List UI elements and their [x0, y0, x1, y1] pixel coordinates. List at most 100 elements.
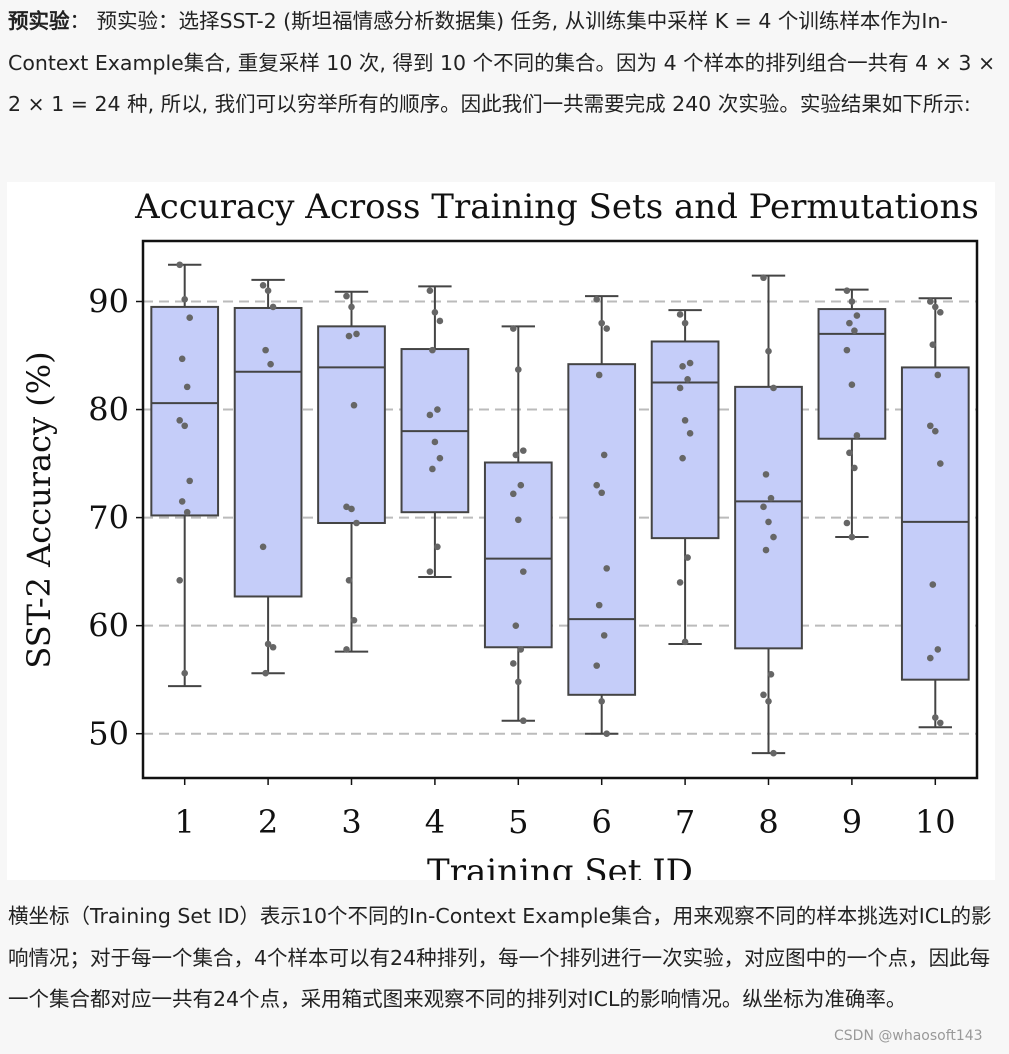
- data-point: [178, 498, 186, 505]
- data-point: [770, 749, 777, 757]
- data-point: [681, 638, 689, 646]
- data-point: [178, 355, 186, 363]
- data-point: [181, 296, 188, 303]
- data-point: [431, 438, 439, 446]
- x-tick-label: 3: [341, 803, 361, 841]
- data-point: [515, 366, 522, 373]
- data-point: [853, 432, 861, 439]
- data-point: [843, 519, 851, 527]
- data-point: [843, 287, 851, 295]
- data-point: [681, 319, 689, 327]
- data-point: [686, 359, 694, 367]
- watermark: CSDN @whaosoft143: [834, 1028, 983, 1044]
- data-point: [843, 346, 851, 354]
- data-point: [264, 640, 272, 648]
- data-point: [927, 422, 934, 430]
- data-point: [343, 646, 350, 653]
- box: [900, 366, 970, 681]
- x-tick-label: 2: [258, 803, 278, 841]
- data-point: [510, 660, 517, 667]
- data-point: [436, 454, 444, 462]
- data-point: [848, 298, 856, 305]
- data-point: [848, 533, 856, 541]
- data-point: [765, 697, 772, 705]
- data-point: [679, 363, 686, 370]
- data-point: [431, 309, 439, 316]
- data-point: [681, 417, 689, 424]
- data-point: [176, 576, 183, 584]
- data-point: [353, 519, 360, 527]
- data-point: [520, 447, 527, 454]
- data-point: [937, 309, 944, 316]
- box: [317, 325, 386, 525]
- data-point: [767, 494, 775, 502]
- data-point: [515, 516, 522, 524]
- x-tick-label: 1: [175, 803, 195, 841]
- data-point: [932, 714, 939, 721]
- intro-paragraph: 预实验： 预实验：选择SST-2 (斯坦福情感分析数据集) 任务, 从训练集中采…: [8, 1, 1000, 126]
- y-tick-label: 90: [88, 283, 129, 321]
- box: [734, 385, 803, 650]
- y-axis-label: SST-2 Accuracy (%): [20, 351, 58, 668]
- data-point: [181, 669, 188, 677]
- data-point: [600, 632, 608, 639]
- data-point: [183, 508, 191, 516]
- data-point: [434, 406, 441, 413]
- y-tick-label: 70: [88, 499, 129, 537]
- x-tick-label: 5: [508, 803, 528, 841]
- x-tick-label: 6: [592, 803, 612, 841]
- data-point: [934, 371, 942, 379]
- data-point: [937, 460, 944, 467]
- data-point: [515, 678, 522, 686]
- box: [817, 308, 887, 440]
- data-point: [269, 303, 277, 311]
- data-point: [343, 503, 350, 511]
- chart-title: Accuracy Across Training Sets and Permut…: [134, 187, 979, 227]
- data-point: [510, 490, 517, 498]
- data-point: [345, 576, 353, 584]
- data-point: [429, 346, 436, 354]
- x-tick-label: 9: [842, 803, 862, 841]
- data-point: [343, 292, 350, 300]
- x-tick-label: 8: [758, 803, 778, 841]
- data-point: [932, 303, 939, 311]
- data-point: [760, 503, 767, 511]
- data-point: [760, 274, 767, 282]
- data-point: [259, 281, 267, 289]
- data-point: [686, 430, 694, 437]
- data-point: [851, 327, 858, 334]
- data-point: [262, 346, 269, 354]
- chart: Accuracy Across Training Sets and Permut…: [7, 182, 995, 880]
- data-point: [176, 261, 183, 269]
- data-point: [846, 319, 853, 327]
- data-point: [762, 546, 770, 554]
- box: [483, 461, 553, 649]
- data-point: [269, 643, 277, 651]
- data-point: [520, 717, 527, 725]
- box: [650, 340, 720, 540]
- data-point: [684, 376, 691, 383]
- data-point: [510, 325, 517, 332]
- data-point: [598, 697, 605, 705]
- data-point: [603, 565, 610, 572]
- box: [567, 363, 637, 696]
- intro-label: 预实验: [8, 9, 70, 33]
- y-tick-label: 50: [88, 715, 129, 753]
- data-point: [267, 360, 274, 368]
- box: [150, 305, 220, 517]
- data-point: [934, 646, 942, 653]
- data-point: [851, 464, 858, 472]
- data-point: [679, 454, 686, 462]
- data-point: [436, 317, 444, 325]
- data-point: [348, 505, 355, 513]
- data-point: [181, 422, 188, 430]
- data-point: [259, 543, 267, 551]
- data-point: [770, 384, 777, 392]
- data-point: [186, 477, 193, 485]
- data-point: [765, 347, 772, 355]
- data-point: [770, 533, 777, 541]
- data-point: [767, 670, 775, 678]
- outro-paragraph: 横坐标（Training Set ID）表示10个不同的In-Context E…: [8, 896, 1000, 1021]
- data-point: [350, 401, 358, 409]
- data-point: [512, 451, 520, 459]
